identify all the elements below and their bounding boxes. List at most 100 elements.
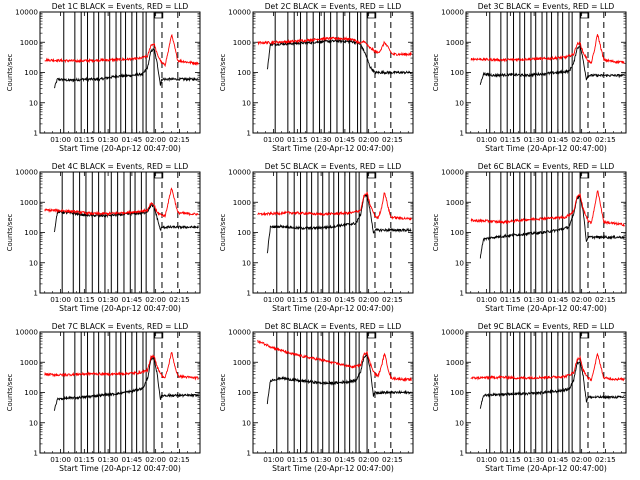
y-tick-label: 10 bbox=[242, 418, 252, 427]
panel-title: Det 4C BLACK = Events, RED = LLD bbox=[52, 162, 189, 171]
x-tick-label: 01:00 bbox=[263, 295, 284, 304]
x-tick-label: 02:00 bbox=[145, 455, 166, 464]
x-tick-label: 02:15 bbox=[595, 295, 616, 304]
y-tick-label: 1 bbox=[459, 449, 464, 458]
y-tick-label: 1 bbox=[246, 289, 251, 298]
x-axis-label: Start Time (20-Apr-12 00:47:00) bbox=[272, 304, 394, 313]
flag-marker bbox=[580, 172, 590, 179]
x-tick-label: 01:30 bbox=[98, 135, 119, 144]
x-tick-label: 02:15 bbox=[169, 135, 190, 144]
y-tick-label: 10 bbox=[455, 258, 465, 267]
x-tick-label: 01:30 bbox=[98, 295, 119, 304]
x-tick-label: 02:00 bbox=[571, 295, 592, 304]
y-tick-label: 100 bbox=[24, 228, 38, 237]
flag-marker bbox=[367, 172, 377, 179]
series-line-lld bbox=[257, 339, 412, 382]
series-line-lld bbox=[470, 352, 625, 382]
x-tick-label: 01:00 bbox=[476, 455, 497, 464]
x-axis-label: Start Time (20-Apr-12 00:47:00) bbox=[485, 144, 607, 153]
x-tick-label: 02:00 bbox=[358, 135, 379, 144]
x-tick-label: 01:45 bbox=[548, 455, 569, 464]
x-tick-label: 01:45 bbox=[335, 295, 356, 304]
y-tick-label: 10000 bbox=[228, 328, 251, 337]
x-axis-label: Start Time (20-Apr-12 00:47:00) bbox=[272, 144, 394, 153]
y-tick-label: 1000 bbox=[20, 358, 39, 367]
panel-title: Det 8C BLACK = Events, RED = LLD bbox=[265, 322, 402, 331]
y-tick-label: 100 bbox=[450, 388, 464, 397]
panel-title: Det 3C BLACK = Events, RED = LLD bbox=[478, 2, 615, 11]
y-tick-label: 1000 bbox=[446, 38, 465, 47]
y-axis-label: Counts/sec bbox=[219, 214, 227, 252]
x-tick-label: 01:15 bbox=[500, 455, 521, 464]
x-tick-label: 01:15 bbox=[500, 135, 521, 144]
plot-frame bbox=[465, 331, 627, 454]
y-tick-label: 1 bbox=[246, 129, 251, 138]
flag-marker bbox=[580, 332, 590, 339]
x-tick-label: 02:00 bbox=[145, 135, 166, 144]
x-tick-label: 02:00 bbox=[358, 455, 379, 464]
y-tick-label: 1000 bbox=[446, 198, 465, 207]
y-tick-label: 100 bbox=[237, 228, 251, 237]
y-axis-label: Counts/sec bbox=[432, 214, 440, 252]
x-axis-label: Start Time (20-Apr-12 00:47:00) bbox=[485, 464, 607, 473]
y-tick-label: 1000 bbox=[233, 38, 252, 47]
y-tick-label: 100 bbox=[450, 228, 464, 237]
x-tick-label: 01:30 bbox=[524, 135, 545, 144]
flag-marker bbox=[367, 12, 377, 19]
x-axis-label: Start Time (20-Apr-12 00:47:00) bbox=[59, 144, 181, 153]
y-tick-label: 10 bbox=[29, 258, 39, 267]
x-tick-label: 01:30 bbox=[311, 295, 332, 304]
x-tick-label: 01:15 bbox=[74, 455, 95, 464]
panel-title: Det 7C BLACK = Events, RED = LLD bbox=[52, 322, 189, 331]
flag-marker bbox=[154, 172, 164, 179]
y-tick-label: 1 bbox=[33, 449, 38, 458]
x-tick-label: 01:45 bbox=[335, 135, 356, 144]
detector-panel-4: Det 4C BLACK = Events, RED = LLD Counts/s… bbox=[6, 162, 201, 313]
x-tick-label: 01:45 bbox=[122, 135, 143, 144]
series-line-lld bbox=[257, 191, 412, 221]
y-tick-label: 10000 bbox=[15, 168, 38, 177]
plot-frame bbox=[465, 171, 627, 294]
plot-area bbox=[44, 332, 199, 453]
y-tick-label: 100 bbox=[237, 68, 251, 77]
detector-panel-5: Det 5C BLACK = Events, RED = LLD Counts/s… bbox=[219, 162, 414, 313]
y-axis-label: Counts/sec bbox=[6, 214, 14, 252]
y-tick-label: 1000 bbox=[233, 198, 252, 207]
x-tick-label: 02:00 bbox=[145, 295, 166, 304]
flag-marker bbox=[154, 332, 164, 339]
plot-area bbox=[470, 12, 625, 133]
y-tick-label: 100 bbox=[237, 388, 251, 397]
panel-title: Det 1C BLACK = Events, RED = LLD bbox=[52, 2, 189, 11]
y-tick-label: 10000 bbox=[15, 8, 38, 17]
plot-area bbox=[470, 172, 625, 293]
series-line-events bbox=[53, 48, 199, 89]
series-line-events bbox=[266, 352, 412, 405]
plot-area bbox=[257, 12, 412, 133]
detector-panel-2: Det 2C BLACK = Events, RED = LLD Counts/s… bbox=[219, 2, 414, 153]
x-tick-label: 01:45 bbox=[122, 455, 143, 464]
series-line-events bbox=[479, 43, 625, 85]
x-tick-label: 01:30 bbox=[524, 295, 545, 304]
series-line-lld bbox=[44, 33, 199, 68]
x-tick-label: 01:15 bbox=[74, 295, 95, 304]
x-tick-label: 01:30 bbox=[311, 135, 332, 144]
plot-area bbox=[44, 172, 199, 293]
series-line-lld bbox=[470, 34, 625, 65]
x-axis-label: Start Time (20-Apr-12 00:47:00) bbox=[59, 464, 181, 473]
plot-frame bbox=[465, 11, 627, 134]
plot-frame bbox=[39, 171, 201, 294]
y-tick-label: 1 bbox=[33, 129, 38, 138]
x-tick-label: 01:15 bbox=[287, 455, 308, 464]
series-line-events bbox=[53, 355, 199, 411]
y-tick-label: 100 bbox=[450, 68, 464, 77]
y-axis-label: Counts/sec bbox=[6, 54, 14, 92]
x-tick-label: 02:15 bbox=[169, 295, 190, 304]
x-tick-label: 02:15 bbox=[169, 455, 190, 464]
x-tick-label: 01:15 bbox=[287, 295, 308, 304]
plot-frame bbox=[39, 11, 201, 134]
x-tick-label: 01:45 bbox=[335, 455, 356, 464]
series-line-events bbox=[479, 360, 625, 409]
flag-marker bbox=[154, 12, 164, 19]
x-tick-label: 01:00 bbox=[50, 135, 71, 144]
x-tick-label: 01:00 bbox=[50, 455, 71, 464]
